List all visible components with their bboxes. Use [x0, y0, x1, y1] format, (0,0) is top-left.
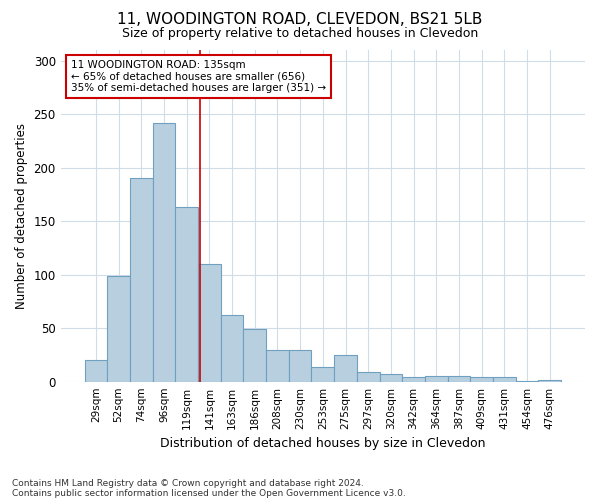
X-axis label: Distribution of detached houses by size in Clevedon: Distribution of detached houses by size … [160, 437, 485, 450]
Bar [175, 208, 198, 382]
Bar [198, 264, 221, 382]
Bar [357, 372, 380, 382]
Text: 11, WOODINGTON ROAD, CLEVEDON, BS21 5LB: 11, WOODINGTON ROAD, CLEVEDON, BS21 5LB [118, 12, 482, 28]
Bar [244, 330, 266, 382]
Bar [470, 378, 493, 382]
Bar [334, 355, 357, 382]
Bar [266, 350, 289, 382]
Bar [448, 376, 470, 382]
Bar [85, 360, 107, 382]
Text: 11 WOODINGTON ROAD: 135sqm
← 65% of detached houses are smaller (656)
35% of sem: 11 WOODINGTON ROAD: 135sqm ← 65% of deta… [71, 60, 326, 93]
Bar [380, 374, 402, 382]
Text: Contains HM Land Registry data © Crown copyright and database right 2024.: Contains HM Land Registry data © Crown c… [12, 478, 364, 488]
Y-axis label: Number of detached properties: Number of detached properties [15, 123, 28, 309]
Bar [402, 378, 425, 382]
Bar [289, 350, 311, 382]
Text: Size of property relative to detached houses in Clevedon: Size of property relative to detached ho… [122, 28, 478, 40]
Bar [152, 123, 175, 382]
Bar [425, 376, 448, 382]
Text: Contains public sector information licensed under the Open Government Licence v3: Contains public sector information licen… [12, 488, 406, 498]
Bar [130, 178, 152, 382]
Bar [311, 366, 334, 382]
Bar [538, 380, 561, 382]
Bar [493, 378, 516, 382]
Bar [107, 276, 130, 382]
Bar [221, 316, 244, 382]
Bar [516, 380, 538, 382]
